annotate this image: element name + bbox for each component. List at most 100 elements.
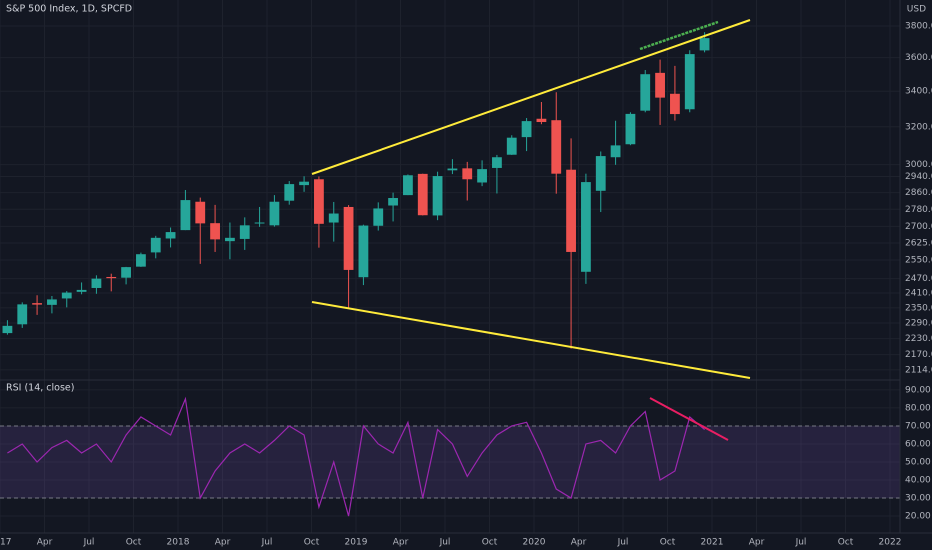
candle-body (328, 213, 339, 223)
x-tick-label: Jul (261, 538, 273, 548)
candle-body (655, 72, 665, 98)
y-tick-label: 3200.00 (905, 122, 932, 132)
candle-body (447, 168, 458, 171)
candle-body (2, 325, 13, 334)
candle-body (432, 176, 443, 216)
rsi-band (0, 425, 900, 499)
y-tick-label: 3400.00 (905, 87, 932, 97)
x-tick-label: 2020 (523, 538, 546, 548)
candle-body (595, 156, 606, 191)
x-tick-label: Oct (482, 538, 498, 548)
x-tick-label: Jul (795, 538, 807, 548)
y-tick-label: 2550.00 (905, 255, 932, 265)
candle-body (492, 157, 502, 168)
candle-body (506, 137, 517, 155)
candle-body (195, 201, 206, 224)
x-tick-label: 2022 (879, 538, 902, 548)
y-tick-label: 2290.00 (905, 319, 932, 329)
chart-title: S&P 500 Index, 1D, SPCFD (6, 4, 132, 15)
candle-body (536, 118, 547, 123)
candle-body (640, 74, 651, 111)
candle-body (477, 169, 487, 183)
x-tick-label: Oct (304, 538, 320, 548)
y-tick-label: 50.00 (905, 457, 931, 467)
y-tick-label: 3000.00 (905, 160, 932, 170)
y-tick-label: 2470.00 (905, 274, 932, 284)
currency-label: USD (907, 5, 926, 15)
candle-body (699, 38, 710, 51)
candle-body (32, 303, 42, 305)
rsi-divergence-line (649, 397, 729, 441)
y-tick-label: 2700.00 (905, 222, 932, 232)
candle-body (225, 237, 235, 242)
y-tick-label: 20.00 (905, 512, 931, 522)
candle-body (47, 299, 57, 305)
y-tick-label: 30.00 (905, 494, 931, 504)
y-tick-label: 2860.00 (905, 188, 932, 198)
y-tick-label: 40.00 (905, 476, 931, 486)
candle-body (121, 267, 131, 278)
candle-body (581, 182, 591, 272)
y-tick-label: 3800.00 (905, 21, 932, 31)
y-tick-label: 90.00 (905, 385, 931, 395)
x-tick-label: 2017 (0, 538, 11, 548)
grid (0, 0, 900, 533)
x-tick-label: 2018 (167, 538, 190, 548)
y-tick-label: 80.00 (905, 403, 931, 413)
candle-body (388, 198, 398, 206)
x-tick-label: Apr (37, 538, 53, 548)
y-tick-label: 2625.00 (905, 238, 932, 248)
candle-body (150, 237, 161, 253)
candle-body (76, 289, 87, 292)
candle-body (180, 200, 191, 231)
y-tick-label: 2350.00 (905, 303, 932, 313)
x-tick-label: Apr (749, 538, 765, 548)
upper-trendline (311, 19, 751, 175)
candle-body (684, 54, 695, 110)
candle-body (566, 169, 576, 252)
y-tick-label: 2410.00 (905, 289, 932, 299)
candle-body (269, 201, 280, 226)
y-tick-label: 2230.00 (905, 334, 932, 344)
candle-body (91, 278, 102, 288)
candle-body (239, 225, 250, 239)
x-tick-label: 2019 (345, 538, 368, 548)
candle-body (136, 254, 146, 267)
x-tick-label: Apr (571, 538, 587, 548)
y-tick-label: 2940.00 (905, 172, 932, 182)
candle-body (625, 113, 636, 145)
candle-body (670, 93, 680, 115)
x-tick-label: Jul (617, 538, 629, 548)
candle-body (299, 181, 309, 186)
candle-body (106, 276, 117, 279)
candle-body (462, 168, 473, 180)
candle-body (254, 222, 265, 224)
x-tick-label: Jul (83, 538, 95, 548)
y-tick-label: 2170.00 (905, 350, 932, 360)
marks (2, 32, 710, 517)
green-trendline (639, 20, 719, 51)
candle-body (521, 121, 532, 138)
y-tick-label: 2780.00 (905, 205, 932, 215)
candle-body (165, 232, 176, 239)
y-tick-label: 60.00 (905, 439, 931, 449)
lower-trendline (311, 301, 751, 379)
candle-body (210, 223, 220, 240)
candle-body (403, 175, 413, 196)
candle-body (284, 184, 295, 201)
candle-body (358, 225, 369, 278)
x-tick-label: 2021 (701, 538, 724, 548)
y-tick-label: 3600.00 (905, 53, 932, 63)
rsi-title: RSI (14, close) (6, 383, 74, 394)
x-tick-label: Oct (126, 538, 142, 548)
x-tick-label: Apr (393, 538, 409, 548)
candle-body (343, 206, 354, 270)
y-tick-label: 2114.00 (905, 365, 932, 375)
x-tick-label: Apr (215, 538, 231, 548)
candle-body (610, 145, 621, 158)
candle-body (17, 304, 28, 325)
x-tick-label: Oct (838, 538, 854, 548)
rsi-line (7, 396, 705, 517)
